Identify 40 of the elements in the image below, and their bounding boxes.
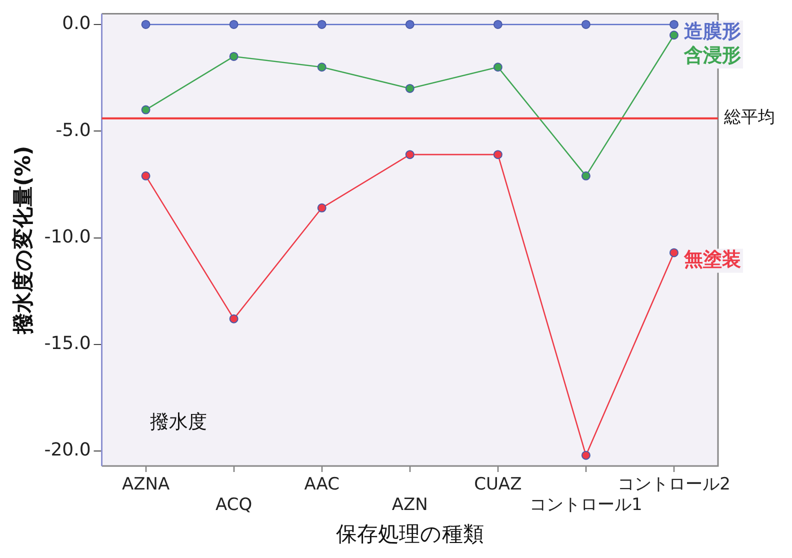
y-tick-label: -5.0 bbox=[56, 120, 91, 141]
y-tick-label: -15.0 bbox=[44, 333, 91, 354]
x-tick-label: コントロール1 bbox=[530, 495, 642, 516]
point bbox=[317, 62, 326, 72]
annotation: 撥水度 bbox=[150, 411, 207, 433]
x-tick-label: AZN bbox=[392, 495, 428, 516]
series-label: 含浸形 bbox=[682, 44, 741, 66]
point bbox=[581, 20, 590, 29]
y-tick-label: -20.0 bbox=[44, 440, 91, 461]
x-tick-label: AZNA bbox=[122, 474, 170, 495]
x-tick-label: コントロール2 bbox=[618, 474, 730, 495]
point bbox=[405, 20, 414, 29]
point bbox=[229, 20, 238, 29]
x-tick-label: AAC bbox=[304, 474, 340, 495]
point bbox=[493, 20, 502, 29]
series-label: 無塗装 bbox=[682, 248, 741, 271]
point bbox=[141, 20, 150, 29]
point bbox=[493, 150, 502, 160]
ref-line-label: 総平均 bbox=[723, 108, 775, 128]
y-tick-label: -10.0 bbox=[44, 226, 91, 248]
point bbox=[229, 314, 238, 324]
point bbox=[141, 171, 150, 180]
point bbox=[141, 105, 150, 114]
y-axis-title: 撥水度の変化量(%) bbox=[11, 146, 36, 336]
point bbox=[317, 20, 326, 29]
point bbox=[669, 30, 678, 40]
point bbox=[669, 248, 678, 258]
x-tick-label: CUAZ bbox=[474, 474, 522, 495]
point bbox=[581, 171, 590, 180]
point bbox=[669, 20, 678, 29]
point bbox=[405, 84, 414, 93]
series-label: 造膜形 bbox=[684, 20, 741, 42]
x-tick-label: ACQ bbox=[216, 495, 252, 516]
point bbox=[405, 150, 414, 160]
x-axis-title: 保存処理の種類 bbox=[336, 522, 484, 546]
point bbox=[493, 62, 502, 72]
point bbox=[317, 203, 326, 212]
point bbox=[229, 52, 238, 61]
y-tick-label: 0.0 bbox=[62, 13, 91, 34]
point bbox=[581, 450, 590, 460]
